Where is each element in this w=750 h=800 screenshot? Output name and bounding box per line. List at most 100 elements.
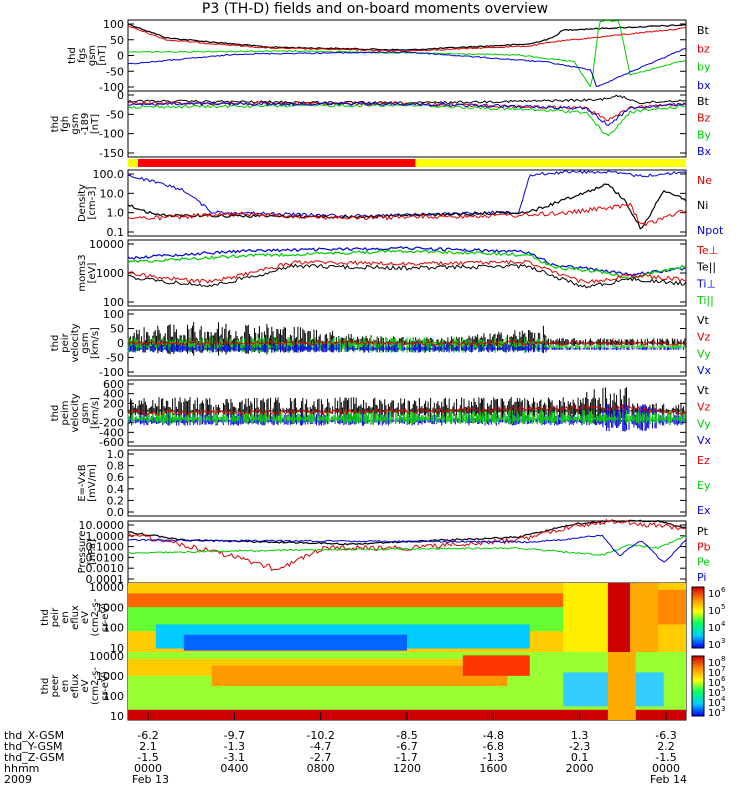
x-tick-label: 0.1: [571, 751, 589, 764]
x-tick-label: -3.1: [224, 751, 245, 764]
y-axis-label: peir: [60, 332, 71, 352]
legend-item: Vy: [697, 347, 711, 360]
y-axis-label: [eV]: [87, 263, 98, 284]
legend-item: Ey: [697, 479, 711, 492]
y-tick-label: -600: [99, 436, 124, 449]
y-tick-label: 100: [103, 622, 124, 635]
colorbar-exponent: 4: [721, 695, 726, 703]
y-tick-label: 50: [110, 323, 124, 336]
y-axis-label: velocity: [70, 323, 81, 362]
x-tick-label: -1.3: [483, 751, 504, 764]
pi-line: [127, 534, 687, 563]
y-tick-label: 0.0010: [86, 562, 125, 575]
x-tick-label: 0000: [652, 762, 680, 775]
x-tick-label: -1.5: [655, 751, 676, 764]
y-axis-label: gsm: [80, 402, 91, 423]
y-axis-label: thd: [40, 678, 51, 695]
te-perp-line: [127, 259, 687, 284]
y-tick-label: -100: [99, 128, 124, 141]
y-tick-label: 10: [110, 710, 124, 723]
y-axis-label: eV: [80, 611, 91, 624]
spectrogram-cell: [563, 672, 608, 707]
legend-item: Te⊥: [696, 244, 718, 257]
legend-item: by: [697, 61, 711, 74]
colorbar-label: 10: [708, 688, 721, 699]
colorbar: [691, 586, 705, 649]
y-axis-label: gsm: [70, 113, 81, 134]
y-tick-label: 100: [103, 308, 124, 321]
legend-item: Vx: [697, 364, 712, 377]
colorbar-exponent: 5: [721, 603, 725, 611]
colorbar-label: 10: [708, 606, 721, 617]
y-axis-label: -189: [80, 113, 91, 136]
x-tick-label: -10.2: [306, 729, 334, 742]
x-tick-label: 2000: [566, 762, 594, 775]
x-tick-label: 2.2: [657, 740, 675, 753]
legend-item: Pt: [697, 525, 709, 538]
spectrogram-cell: [658, 589, 686, 625]
y-axis-label: fgh: [60, 116, 71, 132]
panel-frame: [127, 169, 687, 237]
y-tick-label: 400: [103, 388, 124, 401]
legend-item: Vx: [697, 434, 712, 447]
fgh-by-line: [127, 103, 687, 137]
panel-frame: [127, 449, 687, 517]
y-tick-label: -50: [106, 65, 124, 78]
y-tick-label: 100: [103, 296, 124, 309]
panel-efield: 1.00.80.60.40.20.0 E=-VxB [mV/m] Ez Ey Ex: [77, 448, 711, 519]
y-axis-label: [mV/m]: [87, 464, 98, 502]
legend-item: Ne: [697, 174, 712, 187]
y-tick-label: 10: [110, 642, 124, 655]
x-tick-label: 2.1: [139, 740, 157, 753]
x-tick-label: -2.3: [569, 740, 590, 753]
ti-par-line: [127, 249, 687, 280]
y-tick-label: 1.0: [107, 448, 125, 461]
y-axis-label: thd: [50, 116, 61, 133]
spectrogram-cell: [211, 665, 508, 686]
x-row-label: thd_X-GSM: [4, 729, 64, 742]
x-row-label: thd_Y-GSM: [4, 740, 63, 753]
y-axis-label: peir: [50, 607, 61, 627]
fgh-bx-line: [128, 101, 687, 127]
legend-item: bx: [697, 79, 711, 92]
x-row-label: thd_Z-GSM: [4, 751, 64, 764]
legend-item: Bt: [697, 24, 710, 37]
spectrogram-cell: [607, 583, 631, 652]
colorbar-exponent: 8: [721, 655, 725, 663]
y-tick-label: 0.8: [107, 460, 125, 473]
panel-pressure: 10.00001.00000.10000.01000.00100.0001Pre…: [77, 519, 711, 586]
y-tick-label: 0.0100: [86, 551, 125, 564]
colorbar-exponent: 3: [721, 637, 725, 645]
colorbar-label: 10: [708, 623, 721, 634]
colorbar-label: 10: [708, 708, 721, 719]
y-axis-label: eV: [80, 679, 91, 692]
x-tick-label: -2.7: [310, 751, 331, 764]
ne-line: [127, 202, 687, 227]
velocity-trace: [127, 410, 686, 425]
spectrogram-el_spec: [128, 652, 686, 720]
y-tick-label: -100: [99, 366, 124, 379]
y-axis-label: en: [60, 611, 71, 624]
colorbar-exponent: 3: [721, 705, 725, 713]
y-axis-label: eflux: [70, 605, 81, 630]
y-tick-label: 200: [103, 397, 124, 410]
y-axis-label: [nT]: [97, 45, 108, 65]
colorbar-label: 10: [708, 668, 721, 679]
legend-item: Te||: [696, 261, 716, 274]
x-tick-label: -4.8: [483, 729, 504, 742]
legend-item: Bz: [697, 112, 711, 125]
legend-item: By: [697, 128, 712, 141]
y-tick-label: 1000: [96, 670, 124, 683]
npot-line: [127, 170, 687, 218]
y-axis-label: [km/s]: [90, 327, 101, 359]
y-axis-label: thd: [67, 47, 78, 64]
legend-item: Ez: [697, 454, 710, 467]
legend-item: Npot: [697, 224, 724, 237]
x-tick-label: -6.3: [655, 729, 676, 742]
x-tick-label: -1.5: [137, 751, 158, 764]
x-tick-label: -6.8: [483, 740, 504, 753]
x-row-label: hhmm: [4, 762, 39, 775]
fgs-bt-line: [127, 23, 687, 51]
y-tick-label: 0.6: [107, 471, 125, 484]
